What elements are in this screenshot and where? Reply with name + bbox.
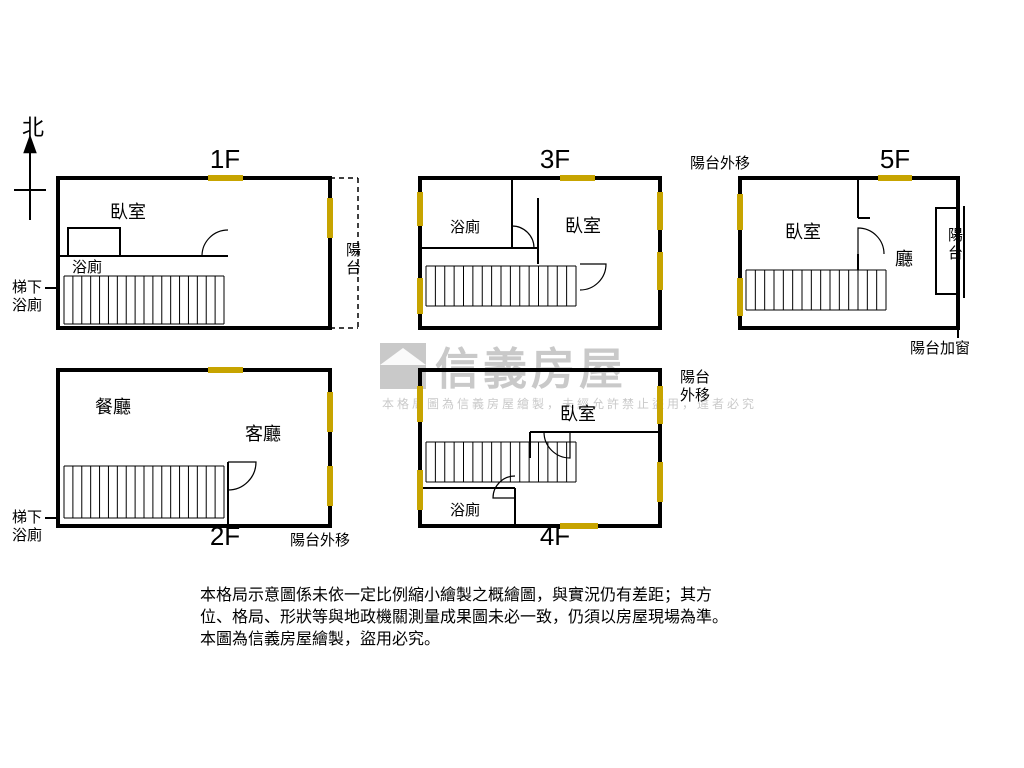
svg-text:浴廁: 浴廁: [72, 258, 102, 276]
svg-text:3F: 3F: [540, 144, 570, 174]
svg-text:臥室: 臥室: [560, 404, 596, 424]
svg-text:1F: 1F: [210, 144, 240, 174]
svg-text:臥室: 臥室: [565, 216, 601, 236]
svg-text:陽台外移: 陽台外移: [290, 532, 350, 549]
svg-text:本圖為信義房屋繪製，盜用必究。: 本圖為信義房屋繪製，盜用必究。: [200, 629, 440, 648]
svg-text:餐廳: 餐廳: [95, 397, 131, 417]
svg-text:陽台: 陽台: [346, 242, 361, 277]
svg-text:5F: 5F: [880, 144, 910, 174]
svg-text:客廳: 客廳: [245, 424, 281, 444]
svg-text:2F: 2F: [210, 521, 240, 551]
svg-text:梯下浴廁: 梯下浴廁: [12, 509, 42, 544]
svg-text:陽台外移: 陽台外移: [690, 155, 750, 172]
svg-text:陽台加窗: 陽台加窗: [910, 339, 970, 357]
svg-text:本格局示意圖係未依一定比例縮小繪製之概繪圖，與實況仍有差距；: 本格局示意圖係未依一定比例縮小繪製之概繪圖，與實況仍有差距；其方: [200, 585, 712, 604]
svg-text:梯下浴廁: 梯下浴廁: [12, 279, 42, 314]
svg-text:北: 北: [22, 115, 44, 140]
svg-text:陽台: 陽台: [948, 227, 963, 262]
svg-text:臥室: 臥室: [785, 222, 821, 242]
svg-text:廳: 廳: [895, 249, 913, 269]
svg-text:位、格局、形狀等與地政機關測量成果圖未必一致，仍須以房屋現場: 位、格局、形狀等與地政機關測量成果圖未必一致，仍須以房屋現場為準。: [200, 608, 728, 626]
svg-text:浴廁: 浴廁: [450, 501, 480, 519]
svg-text:浴廁: 浴廁: [450, 218, 480, 236]
svg-text:陽台外移: 陽台外移: [680, 369, 710, 404]
svg-text:臥室: 臥室: [110, 202, 146, 222]
floorplan-diagram: 北信義房屋本格局圖為信義房屋繪製，未經允許禁止盜用，違者必究1F陽台臥室浴廁梯下…: [0, 0, 1024, 768]
